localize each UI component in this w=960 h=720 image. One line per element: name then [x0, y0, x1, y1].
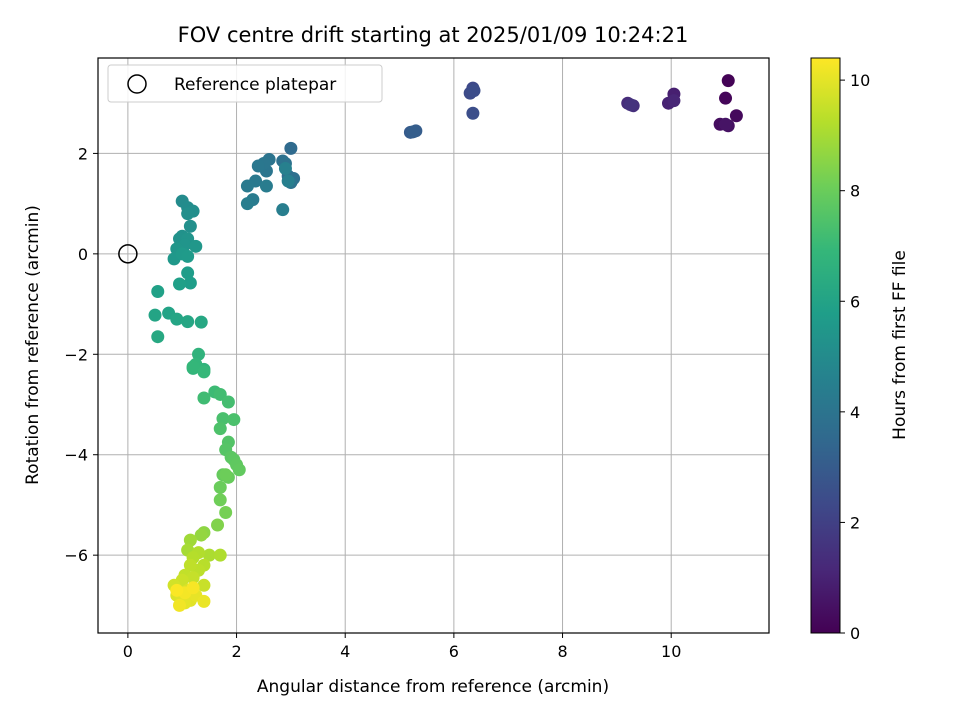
data-point [213, 480, 227, 494]
y-tick-label: 0 [78, 245, 88, 264]
chart-title: FOV centre drift starting at 2025/01/09 … [178, 23, 689, 47]
data-point [227, 413, 241, 427]
data-point [181, 207, 195, 221]
data-point [719, 117, 733, 131]
data-point [186, 360, 200, 374]
data-point [194, 315, 208, 329]
data-point [172, 598, 186, 612]
data-point [216, 412, 230, 426]
data-point [186, 581, 200, 595]
y-tick-label: −4 [64, 446, 88, 465]
data-point [183, 558, 197, 572]
data-point [170, 312, 184, 326]
colorbar-tick-label: 0 [850, 624, 860, 643]
data-point [183, 276, 197, 290]
x-axis-label: Angular distance from reference (arcmin) [257, 677, 609, 697]
data-point [284, 141, 298, 155]
data-point [202, 548, 216, 562]
y-axis-ticks: −6 −4 −2 0 2 [64, 144, 98, 565]
data-point [151, 285, 165, 299]
x-tick-label: 4 [340, 642, 350, 661]
x-axis-ticks: 0 2 4 6 8 10 [123, 633, 681, 661]
data-point [466, 106, 480, 120]
data-point [181, 315, 195, 329]
x-tick-label: 8 [557, 642, 567, 661]
data-point [221, 395, 235, 409]
data-point [197, 578, 211, 592]
data-point [729, 109, 743, 123]
y-tick-label: −2 [64, 345, 88, 364]
data-point [211, 518, 225, 532]
data-point [151, 330, 165, 344]
data-point [181, 249, 195, 263]
data-point [197, 594, 211, 608]
colorbar-tick-label: 4 [850, 403, 860, 422]
data-point [192, 347, 206, 361]
colorbar-ticks: 0 2 4 6 8 10 [840, 71, 870, 643]
colorbar-label: Hours from first FF file [890, 250, 910, 440]
data-point [251, 159, 265, 173]
data-point [213, 548, 227, 562]
data-points [148, 74, 743, 612]
data-point [183, 219, 197, 233]
x-tick-label: 0 [123, 642, 133, 661]
data-point [667, 94, 681, 108]
legend-box [107, 64, 383, 103]
data-point [240, 197, 254, 211]
data-point [719, 91, 733, 105]
data-point [259, 179, 273, 193]
data-point [172, 277, 186, 291]
data-point [170, 583, 184, 597]
data-point [219, 468, 233, 482]
data-point [186, 571, 200, 585]
data-point [148, 308, 162, 322]
data-point [281, 174, 295, 188]
data-point [240, 179, 254, 193]
colorbar-tick-label: 6 [850, 292, 860, 311]
data-point [276, 203, 290, 217]
data-point [219, 505, 233, 519]
colorbar-tick-label: 8 [850, 182, 860, 201]
colorbar [810, 57, 841, 634]
data-point [623, 98, 637, 112]
legend-marker-icon [127, 74, 147, 94]
legend: Reference platepar [107, 64, 383, 103]
x-tick-label: 6 [449, 642, 459, 661]
data-point [721, 74, 735, 88]
plot-frame [97, 57, 770, 634]
data-point [213, 493, 227, 507]
data-point [232, 463, 246, 477]
data-point [467, 84, 481, 98]
y-axis-label: Rotation from reference (arcmin) [23, 205, 43, 485]
x-tick-label: 2 [231, 642, 241, 661]
colorbar-tick-label: 2 [850, 513, 860, 532]
colorbar-tick-label: 10 [850, 71, 870, 90]
data-point [189, 239, 203, 253]
reference-marker [118, 244, 138, 264]
y-tick-label: −6 [64, 546, 88, 565]
data-point [197, 365, 211, 379]
data-point [181, 266, 195, 280]
data-point [278, 161, 292, 175]
data-point [213, 387, 227, 401]
x-tick-label: 10 [661, 642, 681, 661]
data-point [183, 533, 197, 547]
data-point [406, 125, 420, 139]
y-tick-label: 2 [78, 144, 88, 163]
data-point [213, 422, 227, 436]
legend-label: Reference platepar [174, 75, 336, 95]
data-point [194, 528, 208, 542]
data-point [197, 391, 211, 405]
